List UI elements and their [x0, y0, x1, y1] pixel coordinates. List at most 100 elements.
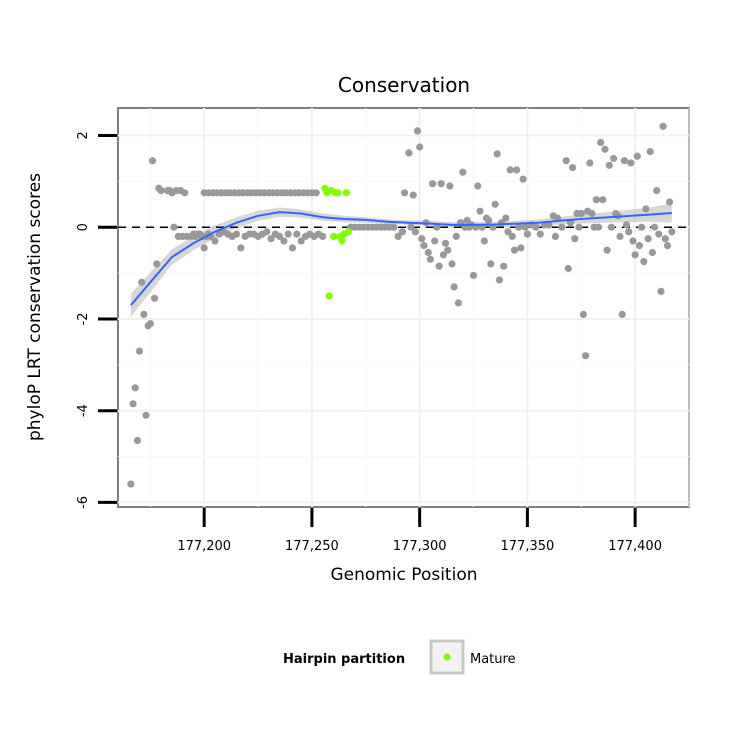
other-point: [418, 235, 426, 243]
other-point: [545, 221, 553, 229]
other-point: [413, 127, 422, 135]
other-point: [603, 246, 611, 254]
other-point: [293, 230, 301, 238]
other-point: [582, 352, 590, 360]
other-point: [569, 164, 577, 172]
other-point: [597, 138, 605, 146]
other-point: [622, 221, 631, 229]
other-point: [663, 242, 672, 250]
other-point: [463, 216, 471, 224]
other-point: [668, 228, 676, 236]
other-point: [153, 260, 161, 268]
other-point: [510, 246, 519, 254]
other-point: [638, 223, 646, 231]
other-point: [646, 148, 654, 156]
other-point: [519, 175, 527, 183]
other-point: [157, 187, 165, 195]
other-point: [140, 310, 148, 318]
other-point: [610, 154, 618, 162]
other-point: [409, 191, 417, 199]
other-point: [444, 246, 452, 254]
x-tick-label: 177,400: [608, 539, 662, 554]
y-tick-label: 0: [76, 223, 91, 231]
other-point: [263, 228, 271, 236]
chart-title: Conservation: [338, 73, 470, 97]
other-point: [601, 145, 609, 153]
other-point: [506, 166, 514, 174]
legend-title: Hairpin partition: [283, 652, 405, 667]
other-point: [319, 232, 327, 240]
legend-label-mature: Mature: [470, 652, 516, 667]
other-point: [599, 196, 607, 204]
other-point: [407, 223, 415, 231]
other-point: [398, 228, 406, 236]
y-tick-label: -4: [76, 404, 91, 417]
other-point: [127, 480, 135, 488]
other-point: [420, 242, 428, 250]
other-point: [431, 237, 439, 245]
x-tick-label: 177,350: [501, 539, 555, 554]
other-point: [493, 150, 501, 158]
other-point: [211, 237, 219, 245]
other-point: [237, 244, 245, 252]
mature-point: [325, 292, 333, 300]
other-point: [485, 216, 493, 224]
mature-point: [342, 189, 350, 197]
other-point: [142, 411, 150, 419]
other-point: [648, 248, 657, 257]
other-point: [276, 232, 284, 240]
other-point: [459, 168, 467, 176]
other-point: [588, 209, 596, 218]
plot-panel: [117, 107, 690, 508]
other-point: [627, 159, 635, 167]
x-tick-label: 177,300: [393, 539, 447, 554]
other-point: [288, 244, 297, 252]
other-point: [394, 232, 402, 240]
other-point: [487, 260, 495, 268]
other-point: [416, 143, 424, 151]
other-point: [650, 223, 659, 231]
other-point: [200, 244, 208, 252]
mature-point: [329, 232, 338, 240]
other-point: [523, 230, 532, 238]
other-point: [135, 347, 144, 355]
other-point: [657, 287, 665, 295]
other-point: [515, 223, 523, 231]
other-point: [536, 230, 544, 238]
other-point: [644, 235, 652, 243]
other-point: [138, 278, 146, 286]
other-point: [170, 223, 178, 231]
other-point: [469, 271, 478, 279]
other-point: [232, 230, 241, 238]
other-point: [517, 244, 525, 252]
smooth-fit-line: [130, 211, 672, 306]
other-point: [452, 232, 460, 240]
other-point: [429, 180, 437, 188]
other-point: [435, 262, 443, 270]
other-point: [446, 182, 454, 190]
other-point: [620, 157, 629, 165]
y-axis: -6 -4 -2 0 2: [76, 131, 117, 509]
other-point: [131, 384, 139, 392]
other-point: [437, 180, 445, 188]
other-point: [640, 258, 648, 266]
other-point: [401, 189, 409, 197]
other-point: [633, 152, 641, 160]
other-point: [151, 294, 159, 302]
other-point: [284, 230, 292, 238]
other-point: [441, 239, 450, 247]
other-point: [297, 237, 305, 245]
mature-point: [334, 189, 342, 197]
points-layer: [127, 122, 676, 488]
other-point: [426, 255, 434, 263]
x-tick-label: 177,200: [177, 539, 231, 554]
smooth-line-layer: [130, 211, 672, 306]
other-point: [577, 209, 585, 218]
other-point: [594, 223, 603, 231]
other-point: [666, 198, 674, 206]
other-point: [433, 223, 441, 231]
other-point: [579, 310, 588, 318]
other-point: [618, 310, 626, 318]
other-point: [625, 228, 633, 236]
